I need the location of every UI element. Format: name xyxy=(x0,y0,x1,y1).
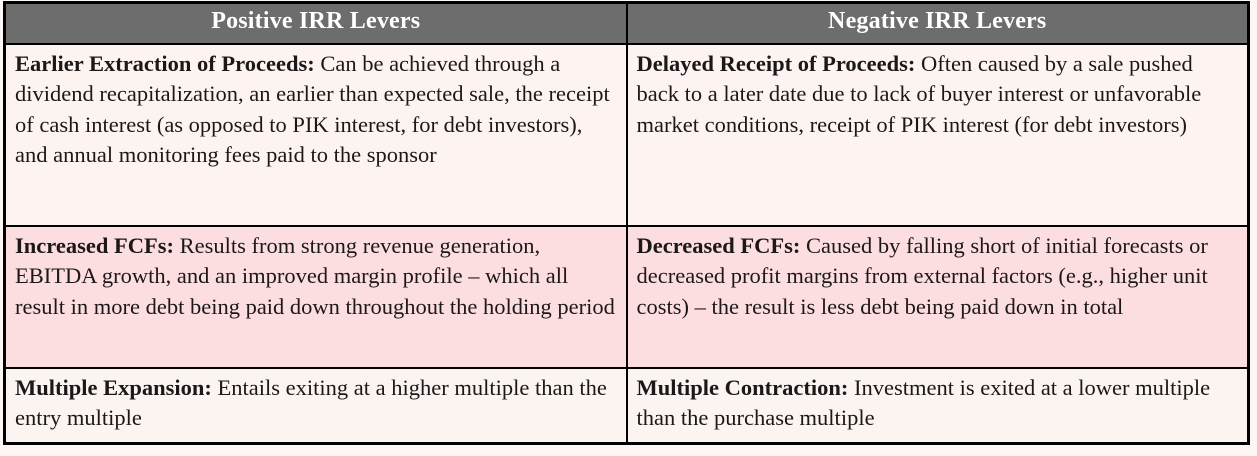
table-row-multiple: Multiple Expansion: Entails exiting at a… xyxy=(3,366,1250,444)
cell-decreased-fcfs: Decreased FCFs: Caused by falling short … xyxy=(625,224,1250,369)
table-row-proceeds: Earlier Extraction of Proceeds: Can be a… xyxy=(3,42,1250,227)
irr-levers-table: Positive IRR Levers Negative IRR Levers … xyxy=(3,1,1250,445)
cell-multiple-expansion: Multiple Expansion: Entails exiting at a… xyxy=(3,366,628,444)
cell-term: Decreased FCFs: xyxy=(636,232,801,258)
cell-description: Often caused by a sale pushed back to a … xyxy=(636,50,1202,137)
table-row-fcfs: Increased FCFs: Results from strong reve… xyxy=(3,224,1250,369)
cell-term: Multiple Contraction: xyxy=(636,374,849,400)
cell-description: Investment is exited at a lower multiple… xyxy=(636,374,1211,431)
cell-description: Entails exiting at a higher multiple tha… xyxy=(15,374,607,431)
cell-description: Caused by falling short of initial forec… xyxy=(636,232,1208,319)
column-header-positive-irr-levers: Positive IRR Levers xyxy=(3,1,628,45)
cell-description: Results from strong revenue generation, … xyxy=(15,232,615,319)
cell-term: Multiple Expansion: xyxy=(15,374,212,400)
cell-increased-fcfs: Increased FCFs: Results from strong reve… xyxy=(3,224,628,369)
cell-term: Increased FCFs: xyxy=(15,232,174,258)
cell-earlier-extraction-of-proceeds: Earlier Extraction of Proceeds: Can be a… xyxy=(3,42,628,227)
cell-delayed-receipt-of-proceeds: Delayed Receipt of Proceeds: Often cause… xyxy=(625,42,1250,227)
cell-term: Delayed Receipt of Proceeds: xyxy=(636,50,916,76)
cell-description: Can be achieved through a dividend recap… xyxy=(15,50,610,168)
cell-multiple-contraction: Multiple Contraction: Investment is exit… xyxy=(625,366,1250,444)
cell-term: Earlier Extraction of Proceeds: xyxy=(15,50,315,76)
table-header-row: Positive IRR Levers Negative IRR Levers xyxy=(3,1,1250,45)
column-header-negative-irr-levers: Negative IRR Levers xyxy=(625,1,1250,45)
